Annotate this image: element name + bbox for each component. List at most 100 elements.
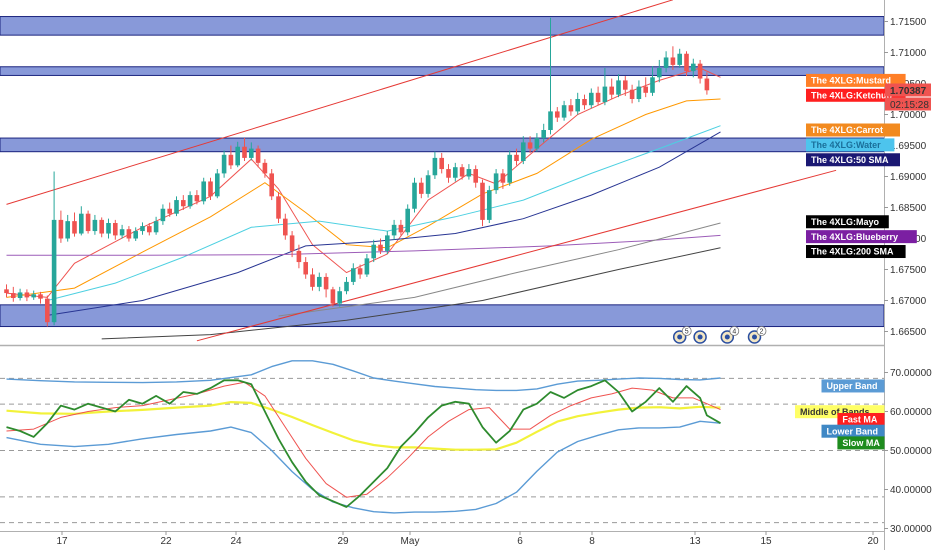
candle-body xyxy=(439,157,444,170)
candle-body xyxy=(568,105,574,112)
indicator-label: The 4XLG:200 SMA xyxy=(806,245,906,259)
candle-body xyxy=(623,80,628,90)
candle xyxy=(351,263,356,285)
candle-body xyxy=(79,213,84,234)
candle xyxy=(704,72,710,95)
candle xyxy=(534,133,540,152)
candle-body xyxy=(534,138,540,149)
candle-body xyxy=(629,89,635,99)
candle xyxy=(589,88,594,109)
time-tick-label: 15 xyxy=(760,536,772,547)
candle-body xyxy=(85,213,91,232)
candle xyxy=(310,268,315,291)
candle-body xyxy=(99,219,104,234)
candle xyxy=(602,68,608,106)
time-tick-label: 13 xyxy=(689,536,701,547)
candle xyxy=(446,164,451,183)
candle-body xyxy=(602,86,608,103)
candle-body xyxy=(357,268,363,275)
indicator-label: The 4XLG:Carrot xyxy=(806,123,900,137)
candle xyxy=(113,219,118,240)
candle-body xyxy=(507,154,512,183)
candle-body xyxy=(72,221,77,234)
candle xyxy=(133,227,138,241)
value-tick-label: 60.00000 xyxy=(890,407,932,418)
time-tick-label: 29 xyxy=(337,536,349,547)
candle-body xyxy=(487,190,492,220)
time-tick-label: 20 xyxy=(867,536,879,547)
channel-line xyxy=(196,169,837,342)
candle-body xyxy=(636,86,642,99)
countdown-text: 02:15:28 xyxy=(890,100,929,111)
candle xyxy=(262,159,268,178)
candle-body xyxy=(4,289,9,294)
candle-body xyxy=(663,57,669,68)
indicator-label-text: The 4XLG:Water xyxy=(811,140,881,150)
candle-body xyxy=(432,157,438,176)
indicator-label-bg xyxy=(806,245,906,259)
candle xyxy=(45,295,50,327)
indicator-label-bg xyxy=(806,73,906,87)
candle xyxy=(221,150,227,178)
zone-band xyxy=(0,16,884,36)
oscillator-legend-text: Fast MA xyxy=(842,415,878,425)
candle xyxy=(303,257,308,279)
candle xyxy=(337,286,342,307)
candle-body xyxy=(317,276,322,287)
event-icon: 2 xyxy=(747,326,767,344)
candle-body xyxy=(255,148,261,163)
candle-body xyxy=(276,196,281,219)
candle-body xyxy=(453,167,458,178)
main-pane: 5 4 2 xyxy=(0,0,884,344)
candle-body xyxy=(262,162,268,174)
candle-body xyxy=(167,208,172,214)
current-price-bg xyxy=(885,83,931,97)
candle xyxy=(72,212,77,237)
event-dot xyxy=(677,334,683,340)
oscillator-series-line xyxy=(6,379,721,508)
oscillator-legend-bg xyxy=(837,436,885,450)
event-count: 5 xyxy=(685,329,689,336)
candle xyxy=(507,150,512,186)
candle xyxy=(555,107,560,122)
candle-body xyxy=(249,148,254,158)
candle xyxy=(85,210,91,234)
oscillator-series-line xyxy=(6,401,721,451)
value-tick-label: 70.00000 xyxy=(890,368,932,379)
candle xyxy=(4,284,9,298)
candle-body xyxy=(446,169,451,178)
candle-body xyxy=(51,219,57,323)
candle-body xyxy=(650,77,655,93)
candle xyxy=(657,59,662,83)
candle xyxy=(691,58,696,78)
current-price-label: 1.70387 02:15:28 xyxy=(885,83,931,111)
candle xyxy=(480,179,485,227)
indicator-label-text: The 4XLG:Mustard xyxy=(811,76,891,86)
candle-body xyxy=(323,276,329,290)
candle xyxy=(283,213,288,240)
candle-body xyxy=(24,292,30,298)
candle-body xyxy=(187,195,193,207)
candle-body xyxy=(303,262,308,275)
candle xyxy=(215,169,220,199)
candle-body xyxy=(398,224,404,233)
candle-body xyxy=(17,292,23,299)
candle xyxy=(697,59,703,84)
candle-body xyxy=(704,78,710,91)
candle xyxy=(473,165,478,188)
candle-body xyxy=(459,167,465,177)
candle-body xyxy=(45,298,50,323)
candle-body xyxy=(65,221,70,239)
candle-body xyxy=(283,218,288,236)
candle xyxy=(201,177,206,205)
indicator-label: The 4XLG:Mustard xyxy=(806,73,906,87)
candle-body xyxy=(677,53,682,65)
candle xyxy=(663,51,669,73)
event-icon: 4 xyxy=(720,326,740,344)
candle xyxy=(378,238,383,254)
moving-average-line xyxy=(101,247,721,340)
candle xyxy=(126,226,132,242)
candle xyxy=(140,222,145,235)
candle xyxy=(398,219,404,236)
